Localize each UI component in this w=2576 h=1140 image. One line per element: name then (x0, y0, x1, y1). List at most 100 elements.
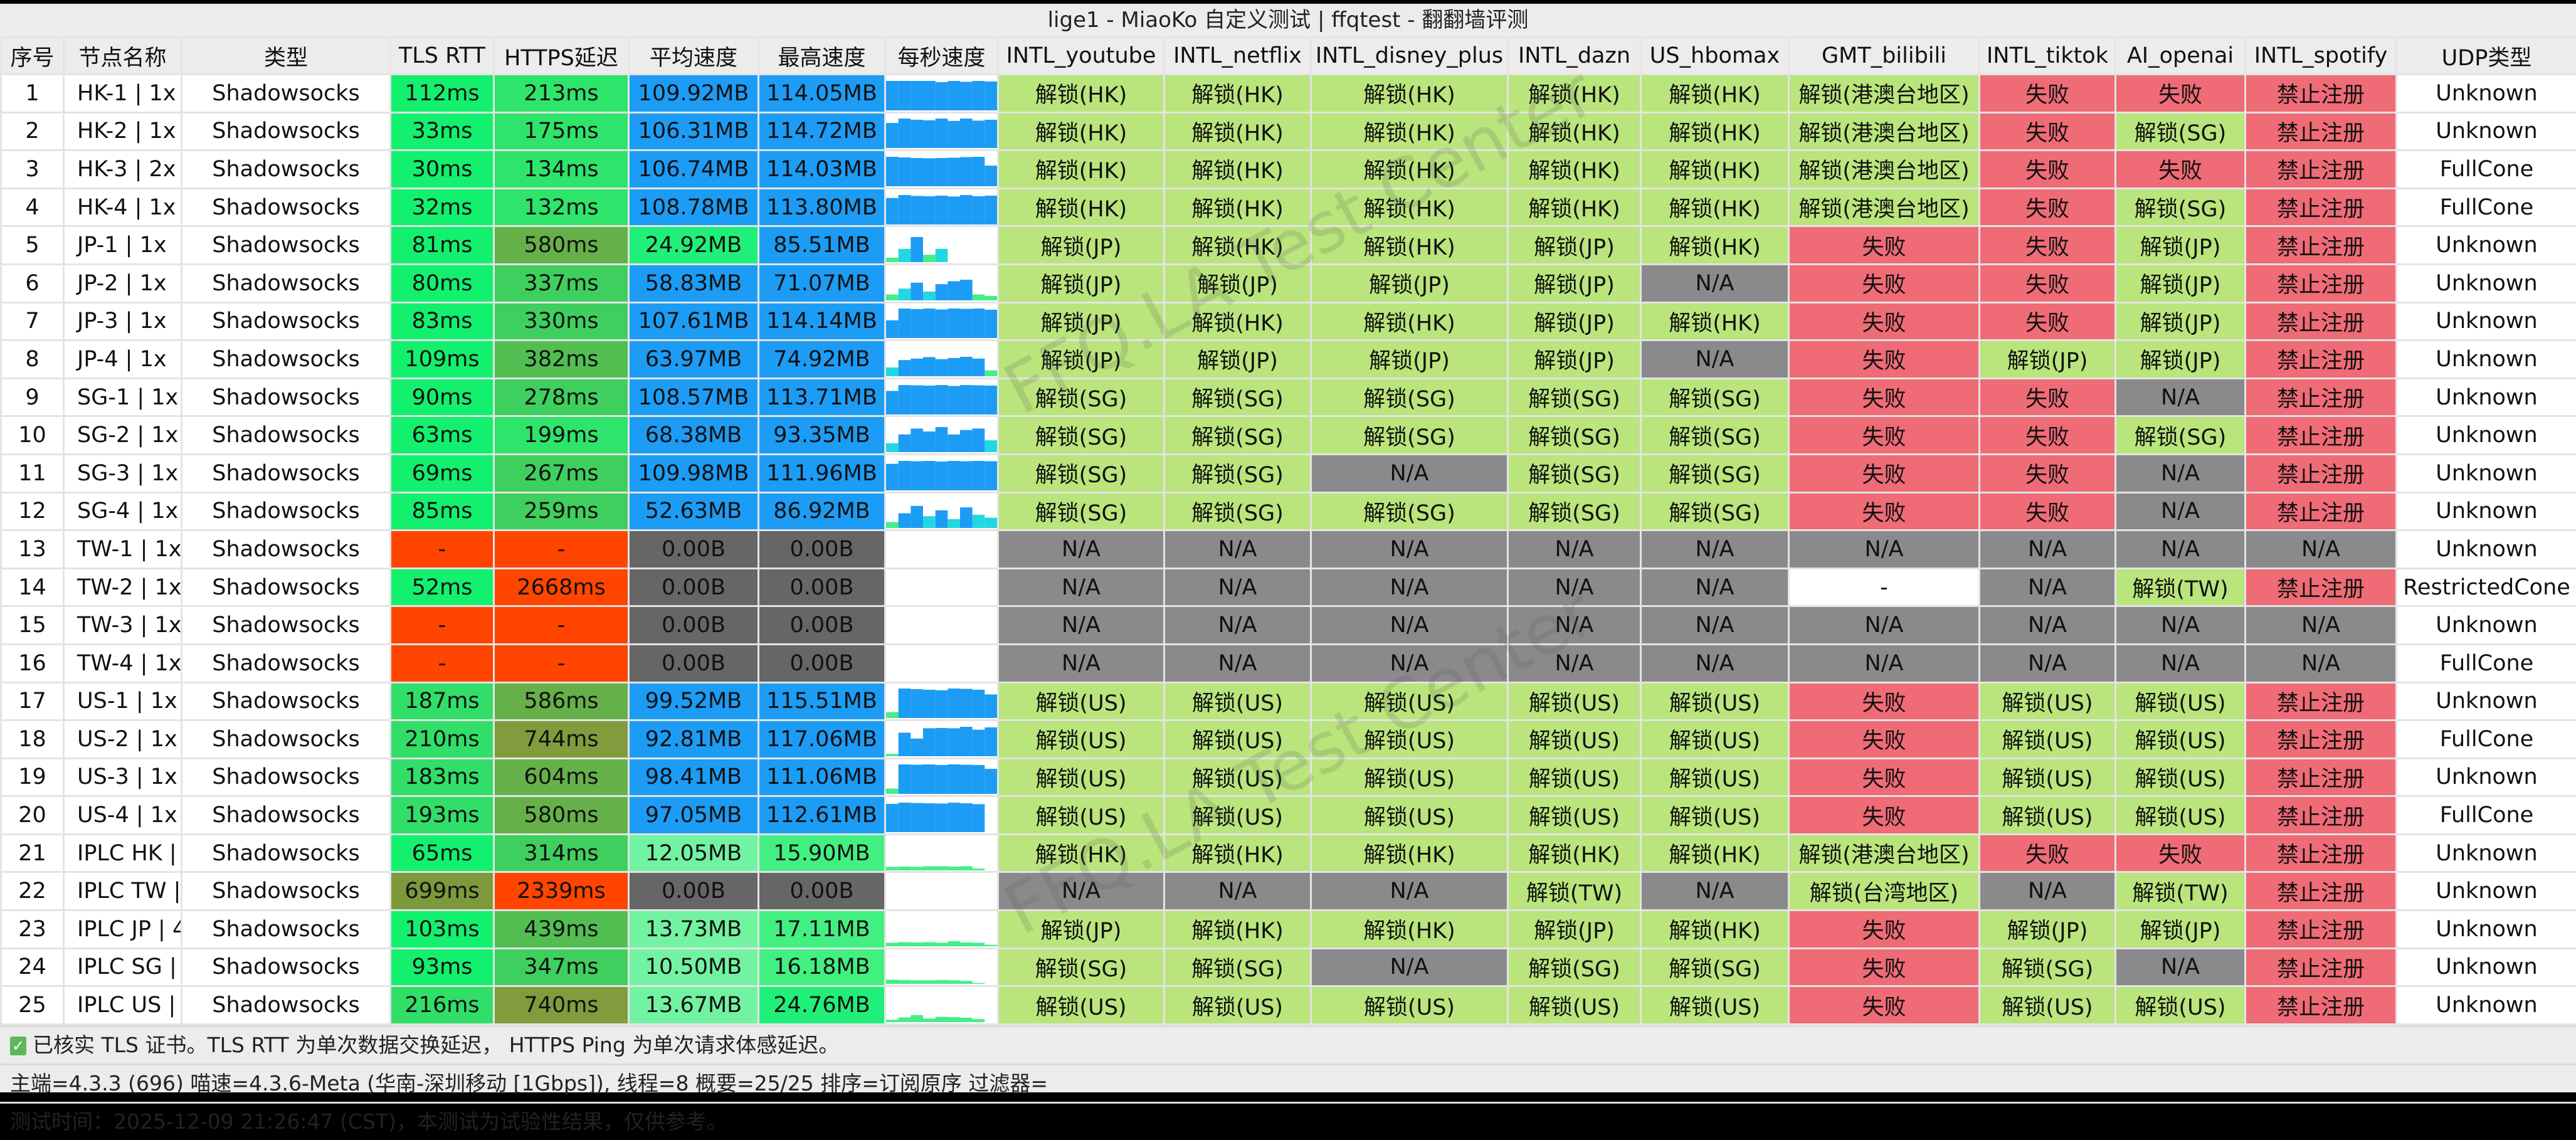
column-header-youtube[interactable]: INTL_youtube (998, 38, 1164, 75)
https-latency-cell: 213ms (494, 75, 629, 113)
column-header-per-second-speed[interactable]: 每秒速度 (885, 38, 998, 75)
avg-speed-cell: 0.00B (629, 606, 759, 645)
column-header-udp-type[interactable]: UDP类型 (2397, 38, 2576, 75)
tiktok-cell: 失败 (1980, 226, 2116, 265)
speed-bar (886, 391, 899, 414)
column-header-name[interactable]: 节点名称 (64, 38, 182, 75)
row-number-cell: 16 (1, 644, 64, 682)
spotify-cell: 禁止注册 (2246, 112, 2397, 150)
udp-type-cell: Unknown (2397, 378, 2576, 416)
speed-bar (911, 385, 923, 414)
disney-plus-cell: N/A (1311, 530, 1508, 569)
netflix-cell: 解锁(US) (1164, 758, 1311, 796)
udp-type-cell: Unknown (2397, 834, 2576, 872)
row-number-cell: 5 (1, 226, 64, 265)
type-cell: Shadowsocks (182, 606, 391, 645)
bilibili-cell: 失败 (1789, 340, 1980, 379)
speed-bar (948, 435, 960, 452)
speed-bar (936, 119, 948, 148)
type-cell: Shadowsocks (182, 872, 391, 910)
avg-speed-cell: 97.05MB (629, 796, 759, 835)
column-header-type[interactable]: 类型 (182, 38, 391, 75)
netflix-cell: 解锁(SG) (1164, 948, 1311, 986)
tls-rtt-cell: 85ms (391, 492, 494, 530)
column-header-tiktok[interactable]: INTL_tiktok (1980, 38, 2116, 75)
bilibili-cell: - (1789, 568, 1980, 606)
column-header-hbomax[interactable]: US_hbomax (1641, 38, 1789, 75)
type-cell: Shadowsocks (182, 416, 391, 455)
row-number-cell: 20 (1, 796, 64, 835)
column-header-bilibili[interactable]: GMT_bilibili (1789, 38, 1980, 75)
column-header-https-latency[interactable]: HTTPS延迟 (494, 38, 629, 75)
disney-plus-cell: 解锁(HK) (1311, 910, 1508, 949)
column-header-netflix[interactable]: INTL_netflix (1164, 38, 1311, 75)
speed-bar (911, 461, 923, 490)
per-second-speed-sparkline (885, 264, 998, 302)
column-header-no[interactable]: 序号 (1, 38, 64, 75)
column-header-max-speed[interactable]: 最高速度 (759, 38, 885, 75)
max-speed-cell: 74.92MB (759, 340, 885, 379)
column-header-disney-plus[interactable]: INTL_disney_plus (1311, 38, 1508, 75)
column-header-dazn[interactable]: INTL_dazn (1508, 38, 1641, 75)
speed-bar (899, 867, 911, 870)
speed-bar (911, 942, 923, 946)
netflix-cell: 解锁(HK) (1164, 188, 1311, 226)
openai-cell: 解锁(US) (2116, 720, 2246, 759)
column-header-tls-rtt[interactable]: TLS RTT (391, 38, 494, 75)
type-cell: Shadowsocks (182, 340, 391, 379)
speed-bar (923, 431, 936, 452)
tls-rtt-cell: 210ms (391, 720, 494, 759)
hbomax-cell: 解锁(SG) (1641, 378, 1789, 416)
dazn-cell: 解锁(US) (1508, 682, 1641, 720)
speed-bar (973, 804, 985, 832)
speed-bar (973, 461, 985, 490)
youtube-cell: 解锁(SG) (998, 454, 1164, 492)
youtube-cell: 解锁(US) (998, 986, 1164, 1025)
spotify-cell: 禁止注册 (2246, 796, 2397, 835)
per-second-speed-sparkline (885, 910, 998, 949)
avg-speed-cell: 0.00B (629, 872, 759, 910)
openai-cell: 解锁(JP) (2116, 910, 2246, 949)
udp-type-cell: Unknown (2397, 75, 2576, 113)
column-header-openai[interactable]: AI_openai (2116, 38, 2246, 75)
openai-cell: 解锁(JP) (2116, 226, 2246, 265)
row-number-cell: 11 (1, 454, 64, 492)
https-latency-cell: 382ms (494, 340, 629, 379)
speed-bar (984, 945, 997, 946)
column-header-avg-speed[interactable]: 平均速度 (629, 38, 759, 75)
speed-bar (923, 461, 936, 490)
youtube-cell: 解锁(SG) (998, 416, 1164, 455)
bilibili-cell: 失败 (1789, 416, 1980, 455)
node-name-cell: IPLC TW | 4x (64, 872, 182, 910)
row-number-cell: 23 (1, 910, 64, 949)
column-header-spotify[interactable]: INTL_spotify (2246, 38, 2397, 75)
per-second-speed-sparkline (885, 758, 998, 796)
disney-plus-cell: N/A (1311, 454, 1508, 492)
node-name-cell: HK-3 | 2x (64, 150, 182, 189)
